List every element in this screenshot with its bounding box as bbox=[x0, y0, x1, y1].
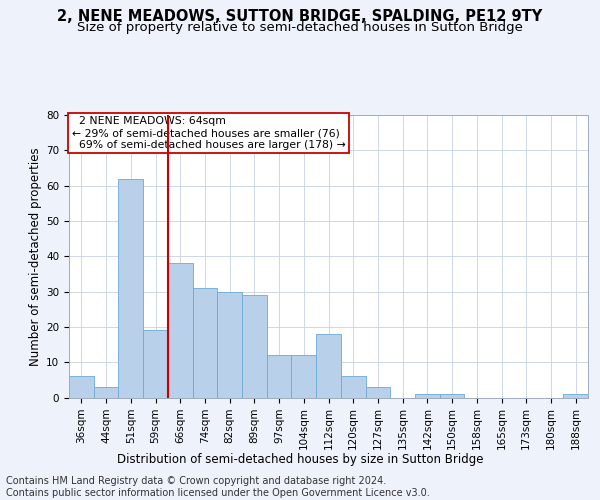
Text: 2 NENE MEADOWS: 64sqm
← 29% of semi-detached houses are smaller (76)
  69% of se: 2 NENE MEADOWS: 64sqm ← 29% of semi-deta… bbox=[71, 116, 346, 150]
Bar bbox=[242, 295, 267, 398]
Text: Size of property relative to semi-detached houses in Sutton Bridge: Size of property relative to semi-detach… bbox=[77, 21, 523, 34]
Bar bbox=[69, 376, 94, 398]
Bar bbox=[118, 178, 143, 398]
Bar bbox=[563, 394, 588, 398]
Bar bbox=[316, 334, 341, 398]
Bar bbox=[217, 292, 242, 398]
Text: Distribution of semi-detached houses by size in Sutton Bridge: Distribution of semi-detached houses by … bbox=[117, 454, 483, 466]
Bar bbox=[292, 355, 316, 398]
Bar bbox=[193, 288, 217, 398]
Bar bbox=[341, 376, 365, 398]
Y-axis label: Number of semi-detached properties: Number of semi-detached properties bbox=[29, 147, 42, 366]
Bar bbox=[267, 355, 292, 398]
Text: Contains public sector information licensed under the Open Government Licence v3: Contains public sector information licen… bbox=[6, 488, 430, 498]
Bar bbox=[94, 387, 118, 398]
Bar bbox=[415, 394, 440, 398]
Bar bbox=[168, 264, 193, 398]
Text: 2, NENE MEADOWS, SUTTON BRIDGE, SPALDING, PE12 9TY: 2, NENE MEADOWS, SUTTON BRIDGE, SPALDING… bbox=[58, 9, 542, 24]
Bar bbox=[143, 330, 168, 398]
Bar bbox=[365, 387, 390, 398]
Text: Contains HM Land Registry data © Crown copyright and database right 2024.: Contains HM Land Registry data © Crown c… bbox=[6, 476, 386, 486]
Bar bbox=[440, 394, 464, 398]
